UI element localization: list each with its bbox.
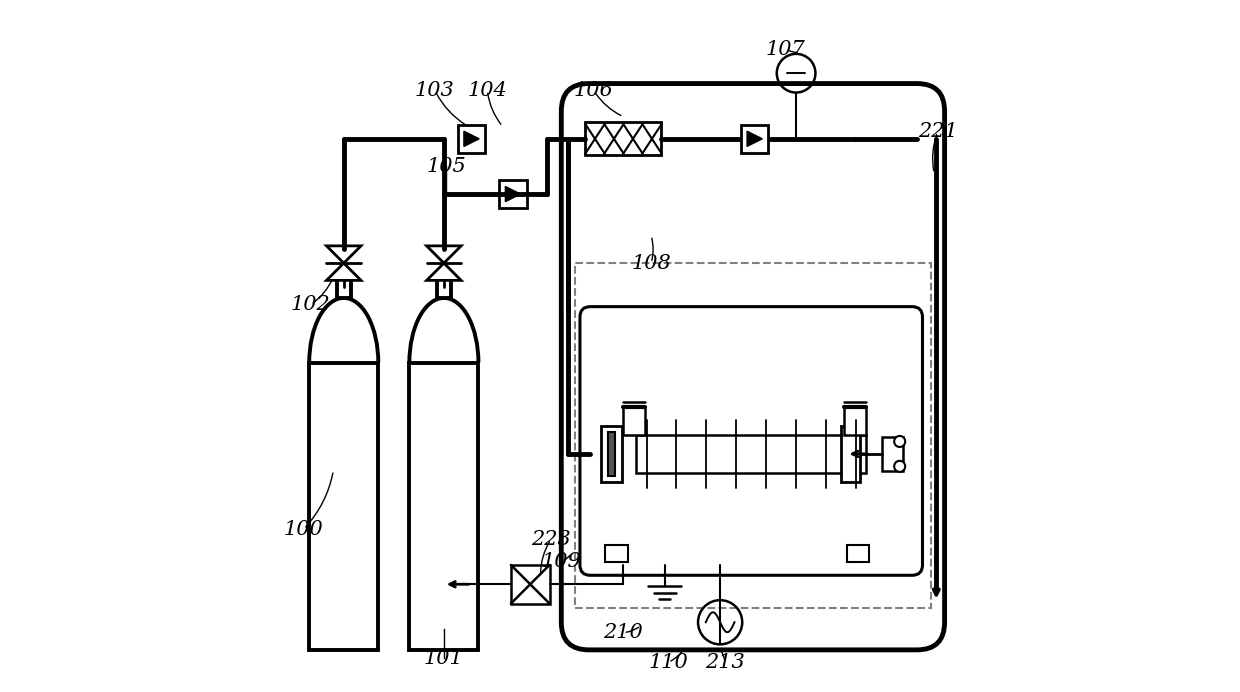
Text: 103: 103 [415, 81, 455, 100]
Bar [740, 125, 769, 153]
Bar [605, 545, 627, 562]
Polygon shape [746, 131, 763, 147]
Circle shape [894, 436, 905, 447]
Polygon shape [506, 186, 521, 201]
Bar [608, 432, 615, 476]
Text: 102: 102 [290, 295, 331, 314]
Bar [843, 408, 866, 435]
Text: 221: 221 [918, 122, 957, 141]
Polygon shape [427, 263, 461, 280]
Bar [601, 426, 622, 482]
Bar [585, 122, 661, 156]
Bar [883, 437, 903, 471]
Polygon shape [464, 131, 479, 147]
Bar [847, 545, 869, 562]
FancyBboxPatch shape [562, 84, 945, 650]
Polygon shape [326, 263, 361, 280]
Bar [622, 408, 645, 435]
Circle shape [894, 461, 905, 472]
Text: 101: 101 [424, 648, 464, 668]
Text: 107: 107 [766, 39, 806, 59]
Bar [458, 125, 485, 153]
Text: 105: 105 [427, 157, 466, 176]
Text: 109: 109 [542, 552, 582, 571]
Bar [575, 263, 931, 608]
Bar [309, 363, 378, 650]
Bar [636, 435, 867, 473]
Text: 223: 223 [531, 530, 570, 549]
Bar [409, 363, 479, 650]
Text: 108: 108 [631, 254, 671, 273]
Text: 104: 104 [467, 81, 507, 100]
FancyBboxPatch shape [580, 307, 923, 575]
Text: 100: 100 [284, 520, 324, 538]
Text: 106: 106 [574, 81, 614, 100]
Bar [841, 426, 861, 482]
Polygon shape [326, 246, 361, 263]
Bar [500, 180, 527, 208]
Bar [436, 276, 451, 298]
Bar [337, 276, 351, 298]
Polygon shape [427, 246, 461, 263]
Text: 213: 213 [706, 653, 745, 672]
Text: 110: 110 [649, 653, 688, 672]
Bar [511, 565, 549, 603]
Text: 210: 210 [604, 623, 644, 642]
